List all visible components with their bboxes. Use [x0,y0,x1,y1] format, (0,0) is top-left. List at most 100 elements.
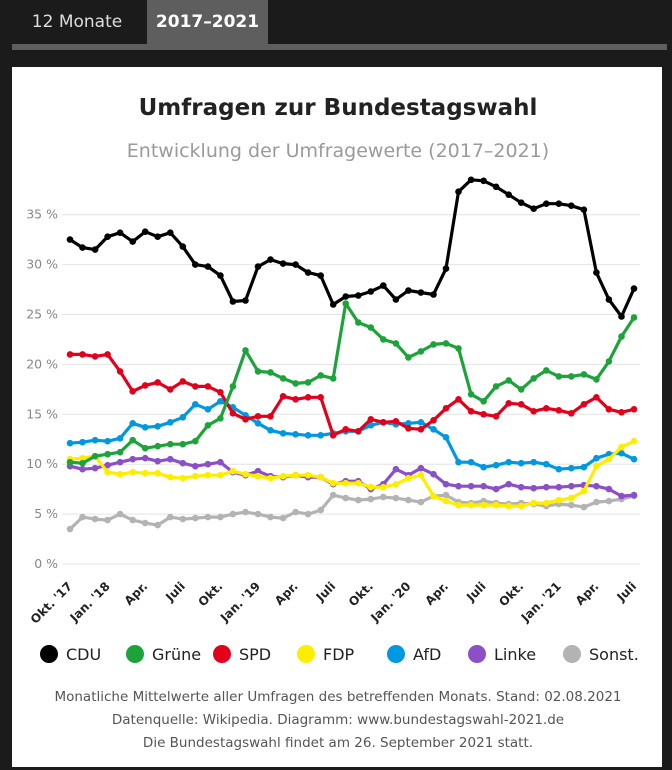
data-point [167,473,174,481]
data-point [480,398,487,405]
data-point [329,301,337,308]
data-point [630,491,638,499]
data-point [91,246,99,253]
data-point [129,468,136,476]
x-tick-label: Juli [313,579,339,605]
x-tick-label: Juli [613,579,639,605]
data-point [555,496,563,504]
data-point [141,382,149,389]
data-point [342,479,350,487]
data-point [279,393,287,400]
data-point [167,455,174,463]
legend-swatch [126,645,144,663]
data-point [304,269,312,276]
x-tick-label: Okt. [195,579,225,609]
data-point [555,407,563,414]
data-point [279,430,287,437]
data-point [242,470,249,478]
data-point [367,422,375,429]
data-point [141,469,149,477]
poll-chart: Umfragen zur Bundestagswahl Entwicklung … [26,95,640,751]
data-point [167,386,174,393]
data-point [116,510,124,518]
data-point [242,297,249,304]
legend-item-grüne[interactable]: Grüne [126,645,201,664]
legend-item-spd[interactable]: SPD [213,645,271,664]
data-point [329,432,337,439]
data-point [79,513,86,521]
legend-item-sonst.[interactable]: Sonst. [563,645,639,664]
data-point [292,508,299,516]
data-point [192,261,199,268]
data-point [342,293,350,300]
data-point [79,454,86,462]
data-point [179,440,187,448]
data-point [317,272,325,279]
data-point [530,205,537,212]
data-point [568,410,575,417]
data-point [367,324,375,331]
series-grüne [66,300,638,467]
data-point [517,483,525,491]
series-fdp [66,437,638,510]
data-point [593,454,600,462]
data-point [568,464,575,472]
data-point [618,333,625,340]
data-point [79,244,86,251]
data-point [467,176,475,184]
legend-item-fdp[interactable]: FDP [297,645,355,664]
data-point [204,460,212,468]
data-point [580,503,588,511]
data-point [242,347,249,354]
data-point [417,419,425,426]
data-point [317,394,325,401]
data-point [167,229,174,236]
data-point [367,416,375,423]
series-line [70,352,635,437]
data-point [129,436,136,444]
legend-item-linke[interactable]: Linke [468,645,536,664]
x-tick-label: Jan. '19 [217,579,263,625]
data-point [104,233,111,240]
data-point [217,398,224,405]
data-point [229,467,237,475]
x-tick-label: Jan. '21 [518,579,564,625]
data-point [355,292,362,299]
data-point [267,256,274,263]
data-point [543,499,550,507]
data-point [630,437,638,445]
legend-item-afd[interactable]: AfD [387,645,441,664]
data-point [593,394,600,401]
legend-label: CDU [66,645,101,664]
data-point [568,202,575,209]
data-point [593,462,600,470]
y-tick-label: 5 % [34,506,58,521]
data-point [304,510,312,518]
data-point [329,491,337,499]
data-point [204,263,212,270]
data-point [543,460,550,468]
data-point [355,496,362,504]
data-point [79,438,86,446]
data-point [91,515,99,523]
legend-item-cdu[interactable]: CDU [40,645,101,664]
tab-12-monate[interactable]: 12 Monate [31,12,123,32]
data-point [167,440,174,448]
data-point [455,396,462,403]
data-point [104,437,111,445]
data-point [442,491,450,499]
data-point [104,351,111,358]
data-point [217,471,224,479]
data-point [505,191,512,198]
data-point [342,300,350,307]
data-point [192,383,199,390]
legend-label: FDP [323,645,355,664]
tab-2017-2021[interactable]: 2017–2021 [147,0,268,44]
data-point [91,464,99,472]
x-tick-label: Jan. '20 [367,579,413,625]
data-point [555,483,563,491]
legend-swatch [387,645,405,663]
data-point [505,400,512,407]
data-point [192,462,199,470]
data-point [630,285,638,292]
